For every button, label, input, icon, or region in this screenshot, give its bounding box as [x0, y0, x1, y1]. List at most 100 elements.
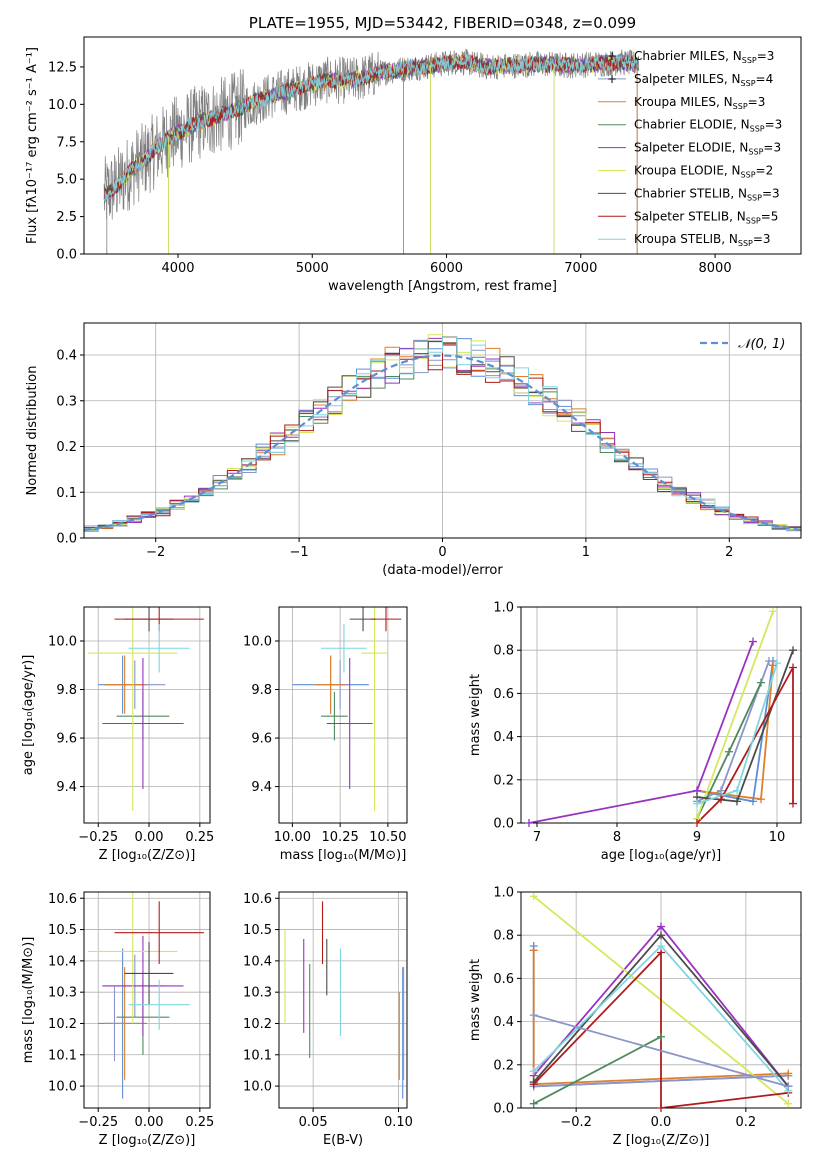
axes-frame: [520, 606, 802, 824]
weight-vs-age-panel: 7 8 9 10 0.0 0.2 0.4 0.6 0.8 1.0 age [log₁₀(age/yr…: [468, 601, 802, 863]
weight-marker-kroupa_miles: [529, 946, 538, 955]
weight-line-salpeter_miles: [533, 1014, 789, 1088]
mass_vs_ebv-plot-area: [284, 901, 405, 1099]
y-tick-label: 9.8: [251, 683, 272, 698]
x-tick-label: 9: [693, 830, 701, 845]
x-tick-label: 0.00: [135, 1115, 164, 1130]
weight-marker-kroupa_stelib: [693, 799, 701, 808]
y-tick-label: 10.0: [243, 634, 272, 649]
axes-frame: [278, 606, 408, 824]
legend-label: Salpeter ELODIE, NSSP=3: [634, 141, 781, 157]
x-tick-label: −0.25: [78, 1115, 118, 1130]
x-tick-label: 0: [438, 545, 446, 560]
legend-subscript: SSP: [741, 79, 756, 88]
y-tick-label: 10.0: [48, 634, 77, 649]
y-tick-label: 0.0: [56, 532, 77, 547]
weight-marker-chabrier_stelib: [789, 646, 797, 655]
axes-frame: [83, 606, 211, 824]
legend-suffix: =3: [753, 232, 771, 246]
weight-marker-salpeter_stelib: [657, 1104, 665, 1112]
x-tick-label: 10: [769, 830, 786, 845]
weight-marker-salpeter_elodie: [525, 819, 533, 827]
y-tick-label: 0.0: [493, 817, 514, 832]
y-tick-label: 10.3: [243, 986, 272, 1001]
weight-line-salpeter_stelib: [533, 950, 789, 1108]
weight-marker-kroupa_stelib: [657, 942, 665, 950]
x-tick-label: 8: [613, 830, 621, 845]
weight-marker-chabrier_elodie: [529, 1099, 538, 1108]
weight-marker-salpeter_elodie: [749, 637, 757, 646]
x-tick-label: 2: [725, 545, 733, 560]
x-tick-label: 0.25: [185, 830, 214, 845]
weight-marker-salpeter_miles: [717, 786, 725, 795]
legend-subscript: SSP: [733, 102, 748, 111]
residual-legend: 𝒩(0, 1): [700, 337, 785, 352]
model-line-7: [103, 54, 639, 201]
x-tick-label: 0.0: [651, 1115, 672, 1130]
model-line-8: [103, 53, 639, 202]
weight-marker-kroupa_stelib: [733, 786, 741, 795]
y-tick-label: 0.6: [493, 687, 514, 702]
weight-marker-chabrier_stelib: [657, 931, 665, 940]
x-axis-label: E(B-V): [323, 1133, 363, 1148]
y-tick-label: 0.4: [493, 1015, 514, 1030]
histogram-kroupa_stelib: [84, 337, 801, 531]
spectrum-panel: 4000 5000 6000 7000 8000 0.0 2.5 5.0 7.5 10.0 12.5…: [25, 14, 802, 294]
x-tick-label: 6000: [430, 261, 463, 276]
y-axis-label: Normed distribution: [25, 366, 40, 496]
age_vs_mass-plot-area: [292, 607, 402, 811]
x-tick-label: 0.10: [384, 1115, 413, 1130]
y-axis-label: mass weight: [468, 959, 483, 1041]
weight-marker-chabrier_elodie: [657, 1032, 665, 1041]
y-tick-label: 10.0: [48, 1080, 77, 1095]
legend-marker: +: [607, 72, 617, 86]
weight-marker-chabrier_stelib: [733, 797, 741, 806]
weight-marker-salpeter_stelib: [693, 819, 701, 827]
x-tick-label: −2: [146, 545, 165, 560]
weight-marker-salpeter_stelib: [789, 663, 797, 672]
y-tick-label: 10.2: [48, 1017, 77, 1032]
y-tick-label: 0.8: [493, 644, 514, 659]
y-tick-label: 9.6: [56, 732, 77, 747]
x-axis-label: (data-model)/error: [382, 563, 503, 578]
weight-marker-salpeter_miles: [765, 657, 773, 665]
y-tick-label: 5.0: [56, 173, 77, 188]
legend-suffix: =2: [756, 164, 774, 178]
legend-suffix: =3: [757, 49, 775, 63]
legend-label: Salpeter STELIB, NSSP=5: [634, 209, 778, 225]
legend-suffix: =3: [763, 141, 781, 155]
axes-frame: [278, 891, 408, 1109]
x-tick-label: 7000: [564, 261, 597, 276]
residuals-plot-area: [84, 334, 801, 532]
x-tick-label: 7: [533, 830, 541, 845]
legend-label: Kroupa ELODIE, NSSP=2: [634, 164, 773, 180]
y-tick-label: 1.0: [493, 601, 514, 616]
y-tick-label: 0.1: [56, 486, 77, 501]
y-tick-label: 10.1: [48, 1048, 77, 1063]
x-axis-label: Z [log₁₀(Z/Z⊙)]: [99, 1133, 196, 1148]
legend-subscript: SSP: [741, 171, 756, 180]
weight-marker-chabrier_elodie: [725, 747, 733, 756]
mass-vs-Z-panel: −0.25 0.00 0.25 10.0 10.1 10.2 10.3 10.4 10.5 10.…: [21, 891, 214, 1148]
legend-subscript: SSP: [746, 216, 761, 225]
legend-suffix: =3: [748, 95, 766, 109]
legend-label: Kroupa MILES, NSSP=3: [634, 95, 765, 111]
y-tick-label: 0.6: [493, 972, 514, 987]
weight-marker-kroupa_elodie: [784, 1099, 793, 1108]
y-axis-label: mass weight: [468, 674, 483, 756]
legend-subscript: SSP: [750, 125, 765, 134]
y-tick-label: 9.4: [251, 780, 272, 795]
legend-subscript: SSP: [738, 239, 753, 248]
legend-label: Kroupa STELIB, NSSP=3: [634, 232, 771, 248]
spectrum-legend: + Chabrier MILES, NSSP=3 + Salpeter MILES, …: [598, 49, 782, 248]
y-tick-label: 10.5: [48, 923, 77, 938]
y-tick-label: 0.0: [56, 248, 77, 263]
age_vs_Z-plot-area: [88, 607, 204, 811]
x-tick-label: 0.00: [135, 830, 164, 845]
weight-marker-kroupa_miles: [784, 1069, 793, 1078]
legend-label: Chabrier STELIB, NSSP=3: [634, 186, 780, 202]
x-tick-label: 8000: [699, 261, 732, 276]
x-tick-label: 0.25: [185, 1115, 214, 1130]
y-tick-label: 0.4: [56, 349, 77, 364]
y-tick-label: 0.2: [493, 773, 514, 788]
